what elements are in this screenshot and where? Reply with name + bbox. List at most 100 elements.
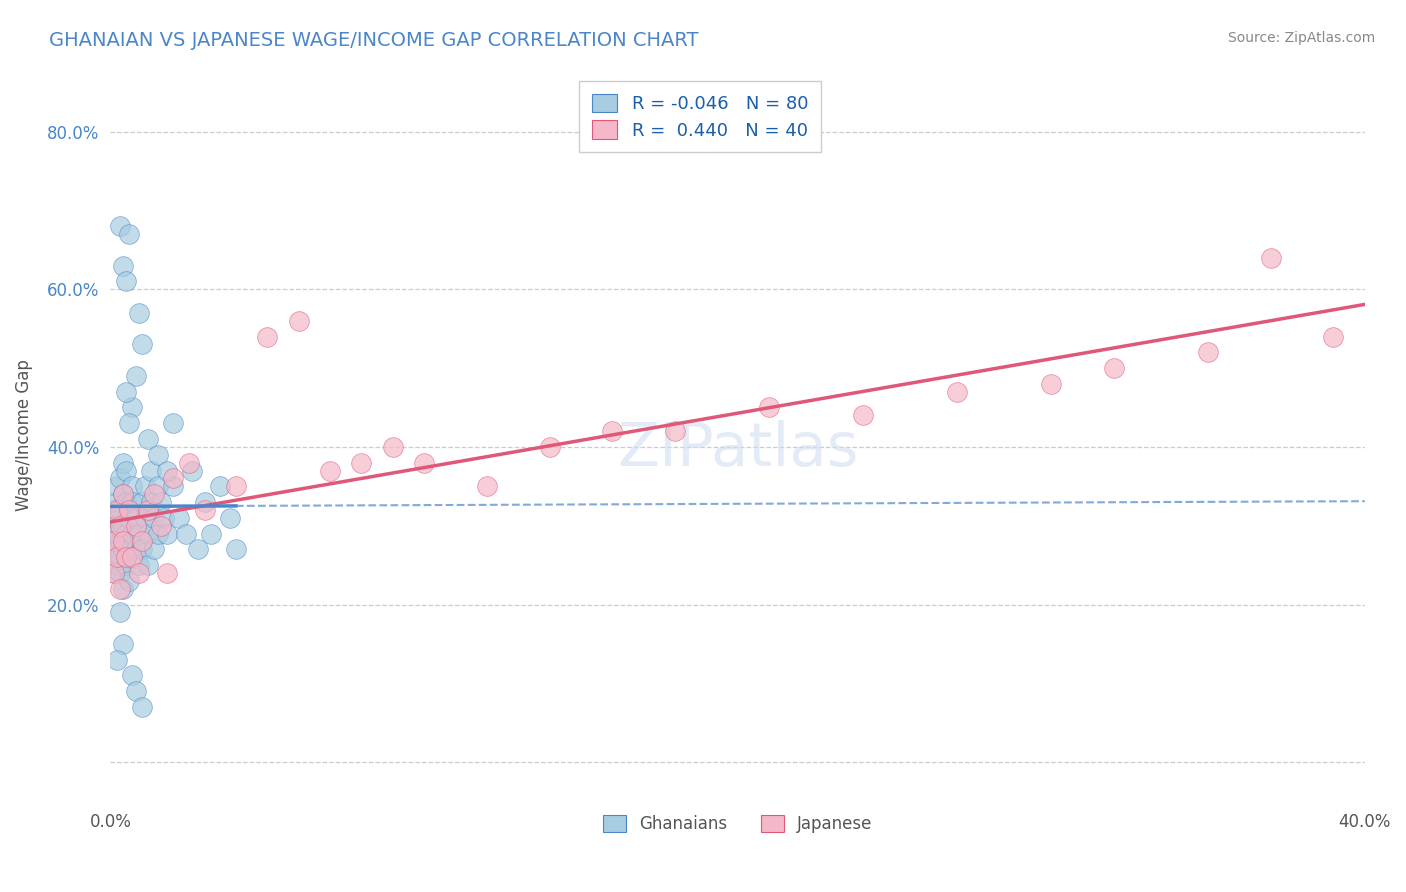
Legend: Ghanaians, Japanese: Ghanaians, Japanese <box>591 803 884 845</box>
Point <box>194 495 217 509</box>
Point <box>1102 361 1125 376</box>
Point <box>136 526 159 541</box>
Point <box>1322 329 1344 343</box>
Point <box>156 566 179 580</box>
Point <box>136 558 159 573</box>
Point <box>108 550 131 565</box>
Point <box>149 495 172 509</box>
Point <box>105 526 128 541</box>
Point <box>131 495 153 509</box>
Point <box>538 440 561 454</box>
Point <box>112 518 135 533</box>
Y-axis label: Wage/Income Gap: Wage/Income Gap <box>15 359 32 511</box>
Point <box>118 503 141 517</box>
Point <box>115 274 138 288</box>
Point <box>115 550 138 565</box>
Point <box>112 582 135 596</box>
Point <box>946 384 969 399</box>
Point <box>118 511 141 525</box>
Point <box>105 495 128 509</box>
Point <box>103 550 125 565</box>
Point <box>146 448 169 462</box>
Point <box>381 440 404 454</box>
Point <box>103 518 125 533</box>
Point <box>121 668 143 682</box>
Point <box>143 511 166 525</box>
Point <box>128 558 150 573</box>
Point <box>162 479 184 493</box>
Point <box>169 511 191 525</box>
Point <box>108 582 131 596</box>
Point <box>112 259 135 273</box>
Point <box>664 424 686 438</box>
Point <box>112 637 135 651</box>
Point <box>162 416 184 430</box>
Point <box>112 487 135 501</box>
Point <box>1260 251 1282 265</box>
Point <box>143 487 166 501</box>
Point <box>413 456 436 470</box>
Point <box>121 401 143 415</box>
Point <box>194 503 217 517</box>
Point <box>124 684 146 698</box>
Point <box>162 471 184 485</box>
Point <box>105 550 128 565</box>
Point <box>105 542 128 557</box>
Point <box>174 526 197 541</box>
Point <box>115 526 138 541</box>
Point <box>112 542 135 557</box>
Point <box>131 542 153 557</box>
Point <box>600 424 623 438</box>
Point <box>131 534 153 549</box>
Point <box>121 495 143 509</box>
Point <box>187 542 209 557</box>
Point <box>105 479 128 493</box>
Point <box>103 566 125 580</box>
Point <box>156 463 179 477</box>
Point <box>118 542 141 557</box>
Point <box>105 653 128 667</box>
Point <box>128 566 150 580</box>
Point <box>141 463 163 477</box>
Point <box>103 503 125 517</box>
Point <box>124 368 146 383</box>
Point <box>218 511 240 525</box>
Point <box>108 219 131 234</box>
Point <box>108 534 131 549</box>
Point <box>1040 376 1063 391</box>
Point <box>121 550 143 565</box>
Point <box>105 511 128 525</box>
Point <box>112 487 135 501</box>
Point <box>124 542 146 557</box>
Point <box>141 495 163 509</box>
Point <box>118 227 141 241</box>
Point <box>287 314 309 328</box>
Point <box>134 479 156 493</box>
Point <box>225 479 247 493</box>
Point <box>103 566 125 580</box>
Point <box>108 606 131 620</box>
Point <box>156 526 179 541</box>
Point <box>350 456 373 470</box>
Point <box>103 534 125 549</box>
Point <box>136 432 159 446</box>
Point <box>209 479 232 493</box>
Point <box>121 479 143 493</box>
Point <box>1197 345 1219 359</box>
Point <box>256 329 278 343</box>
Point <box>121 526 143 541</box>
Text: ZIPatlas: ZIPatlas <box>617 420 859 479</box>
Point <box>112 534 135 549</box>
Point <box>136 503 159 517</box>
Point <box>105 558 128 573</box>
Point <box>149 518 172 533</box>
Point <box>153 511 176 525</box>
Point <box>131 700 153 714</box>
Point <box>118 574 141 588</box>
Point <box>758 401 780 415</box>
Point <box>118 416 141 430</box>
Point <box>115 384 138 399</box>
Point <box>128 306 150 320</box>
Text: GHANAIAN VS JAPANESE WAGE/INCOME GAP CORRELATION CHART: GHANAIAN VS JAPANESE WAGE/INCOME GAP COR… <box>49 31 699 50</box>
Point <box>112 456 135 470</box>
